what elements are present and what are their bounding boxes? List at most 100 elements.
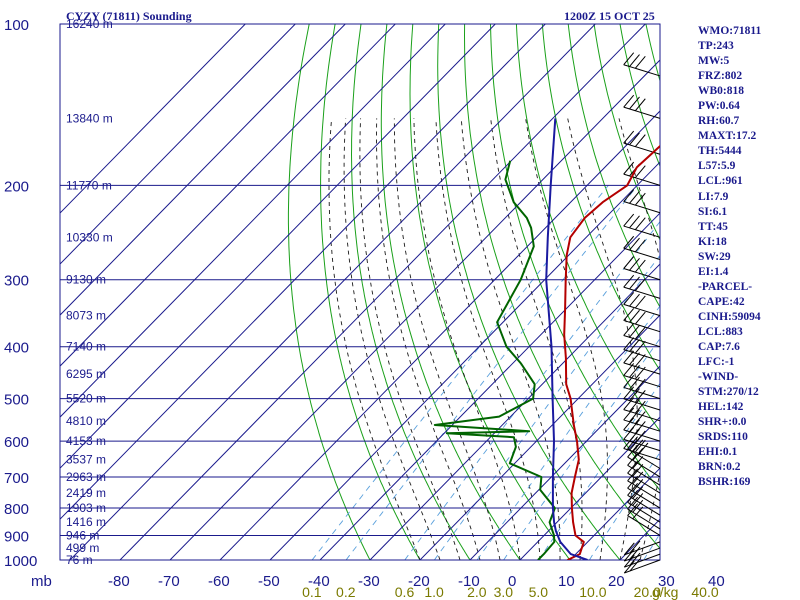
wind-barb-flag: [632, 506, 644, 520]
isotherm: [69, 24, 596, 560]
mixing-ratio-tick-label: 10.0: [579, 584, 606, 600]
height-label: 2419 m: [66, 486, 106, 500]
isotherm: [419, 314, 660, 560]
wind-barb-flag: [629, 376, 640, 390]
dry-adiabat: [287, 24, 371, 560]
height-label: 1416 m: [66, 515, 106, 529]
wind-barb-flag: [627, 436, 638, 449]
wind-barb-flag: [634, 354, 646, 367]
moist-adiabat: [376, 118, 481, 560]
wind-barb-flag: [634, 340, 646, 354]
wind-barb-flag: [623, 397, 635, 410]
wind-barb-flag: [629, 257, 640, 271]
temperature-tick-label: 30: [658, 573, 675, 590]
index-value: TP:243: [698, 40, 734, 53]
wind-barb-flag: [629, 237, 640, 251]
index-value: WB0:818: [698, 85, 744, 98]
height-label: 4810 m: [66, 414, 106, 428]
wind-barb-flag: [629, 293, 640, 307]
index-value: STM:270/12: [698, 386, 759, 399]
wind-barb: [623, 247, 661, 260]
wind-barb-flag: [629, 54, 640, 67]
wind-barb-flag: [623, 161, 635, 175]
isotherm: [60, 24, 346, 316]
isotherm: [60, 24, 546, 520]
dry-adiabat: [320, 24, 421, 560]
wind-barb-flag: [623, 235, 635, 249]
moist-adiabat: [343, 118, 441, 560]
dry-adiabat: [409, 24, 571, 560]
profile-dewpoint: [433, 160, 556, 560]
isotherm: [519, 416, 660, 560]
index-value: LCL:883: [698, 325, 743, 338]
wind-barb-flag: [634, 439, 646, 453]
pressure-tick-label: 300: [4, 273, 29, 290]
wind-barb-flag: [623, 548, 635, 562]
pressure-tick-label: 800: [4, 501, 29, 518]
wind-barb: [623, 319, 661, 333]
height-label: 11770 m: [66, 178, 112, 192]
chart-title: CYZY (71811) Sounding: [66, 9, 192, 23]
wind-barb-flag: [634, 411, 646, 424]
wind-barbs: [623, 52, 661, 574]
mixing-ratio-line: [588, 451, 660, 560]
height-label: 10330 m: [66, 230, 113, 244]
height-label: 13840 m: [66, 111, 113, 125]
height-label: 3537 m: [66, 453, 106, 467]
isotherm: [219, 110, 660, 560]
wind-barb-flag: [629, 324, 640, 338]
index-value: SW:29: [698, 250, 731, 263]
index-value: WMO:71811: [698, 25, 762, 37]
index-value: FRZ:802: [698, 70, 743, 83]
index-value: EI:1.4: [698, 265, 729, 278]
index-value: SI:6.1: [698, 205, 728, 218]
height-label: 946 m: [66, 528, 99, 542]
wind-barb-flag: [634, 192, 646, 206]
index-value: MAXT:17.2: [698, 130, 757, 143]
wind-barb: [623, 429, 661, 442]
wind-barb-flag: [634, 311, 646, 325]
mixing-ratio-tick-label: 2.0: [467, 584, 487, 600]
isotherm: [60, 24, 446, 418]
pressure-unit-label: mb: [31, 573, 52, 590]
wind-barb: [623, 409, 661, 422]
wind-barb-flag: [627, 452, 638, 466]
wind-barb-flag: [634, 421, 646, 434]
pressure-tick-label: 600: [4, 434, 29, 451]
isotherm: [269, 161, 660, 560]
wind-barb-flag: [629, 96, 640, 110]
wind-barb-flag: [629, 558, 641, 572]
wind-barb-flag: [634, 165, 646, 179]
mixing-ratio-tick-label: 5.0: [529, 584, 549, 600]
dry-adiabat: [593, 24, 660, 241]
wind-barb-flag: [632, 439, 644, 453]
isotherm: [119, 24, 646, 560]
index-value: CAPE:42: [698, 295, 745, 308]
mixing-ratio-tick-label: 1.0: [424, 584, 444, 600]
index-value: BSHR:169: [698, 476, 751, 489]
temperature-tick-label: -80: [108, 573, 130, 590]
wind-barb-flag: [632, 493, 644, 506]
wind-barb-flag: [623, 417, 635, 431]
pressure-tick-label: 900: [4, 528, 29, 545]
isotherm: [60, 24, 246, 214]
isotherm: [319, 212, 660, 560]
wind-barb-flag: [627, 489, 638, 503]
height-label: 9130 m: [66, 273, 106, 287]
wind-barb-flag: [623, 189, 635, 202]
temperature-tick-label: -40: [308, 573, 330, 590]
sounding-indices-panel: WMO:71811 TP:243 MW:5 FRZ:802 WB0:818 PW:0.64…: [698, 24, 761, 490]
wind-barb-flag: [623, 213, 635, 227]
wind-barb-flag: [634, 134, 646, 147]
isotherm: [770, 24, 800, 560]
index-value: SHR+:0.0: [698, 416, 747, 429]
pressure-tick-label: 700: [4, 470, 29, 487]
mixing-ratio-tick-label: 20.0: [634, 584, 661, 600]
temperature-tick-label: -20: [408, 573, 430, 590]
moist-adiabat: [435, 118, 541, 560]
index-value: L57:5.9: [698, 160, 736, 173]
pressure-tick-label: 1000: [4, 553, 37, 570]
wind-barb-flag: [634, 295, 646, 309]
wind-barb-flag: [634, 259, 646, 273]
temperature-tick-label: 0: [508, 573, 516, 590]
